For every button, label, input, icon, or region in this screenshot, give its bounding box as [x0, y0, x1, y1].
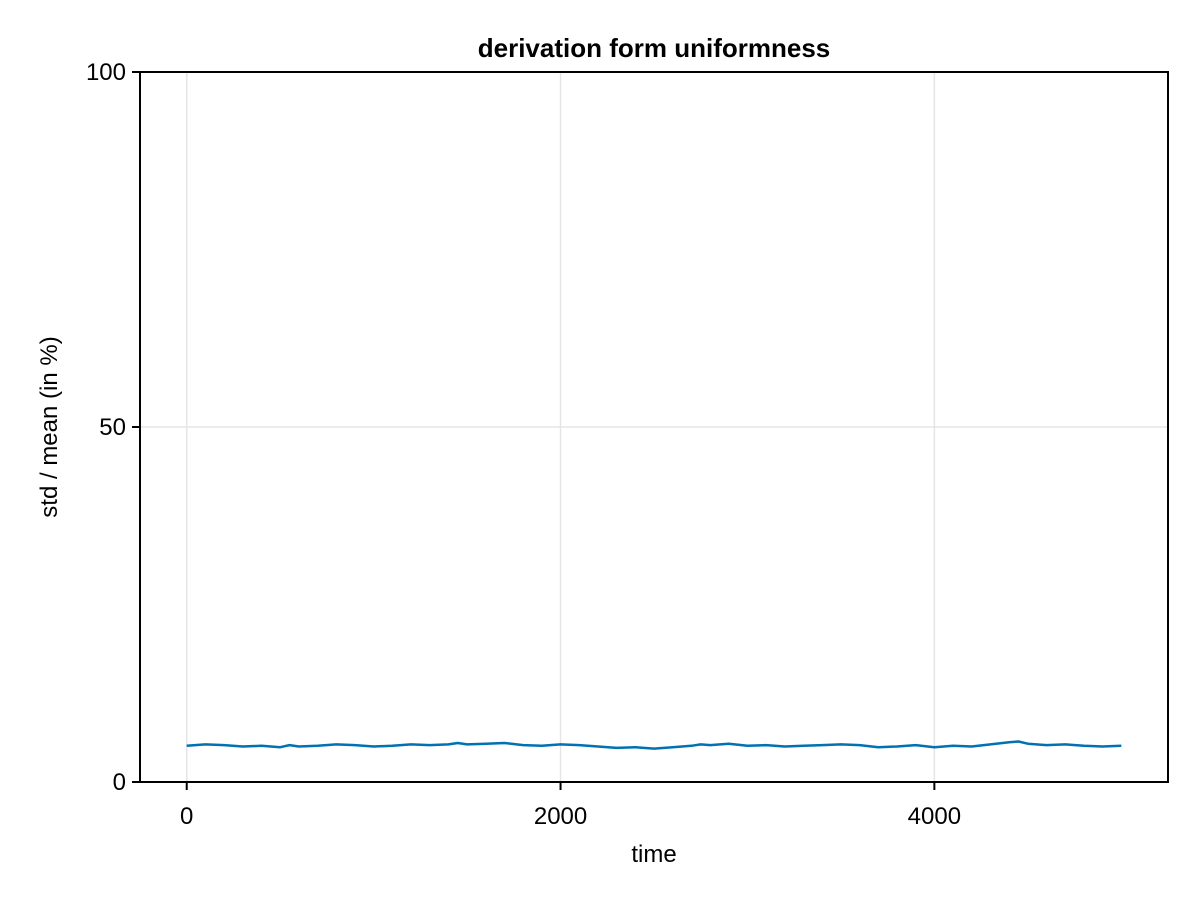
x-tick-label: 2000	[534, 803, 587, 830]
y-tick-label: 0	[113, 769, 126, 796]
y-tick-label: 100	[86, 59, 126, 86]
y-tick-label: 50	[99, 414, 126, 441]
series-layer	[186, 740, 1122, 750]
x-axis-label: time	[631, 841, 676, 868]
series-line	[186, 740, 1122, 750]
chart-title: derivation form uniformness	[478, 33, 831, 63]
grid-lines	[140, 72, 1168, 782]
x-tick-label: 4000	[908, 803, 961, 830]
y-axis-label: std / mean (in %)	[36, 336, 63, 517]
axis-ticks: 0 2000 4000 0 50 100	[86, 59, 961, 830]
x-tick-label: 0	[180, 803, 193, 830]
